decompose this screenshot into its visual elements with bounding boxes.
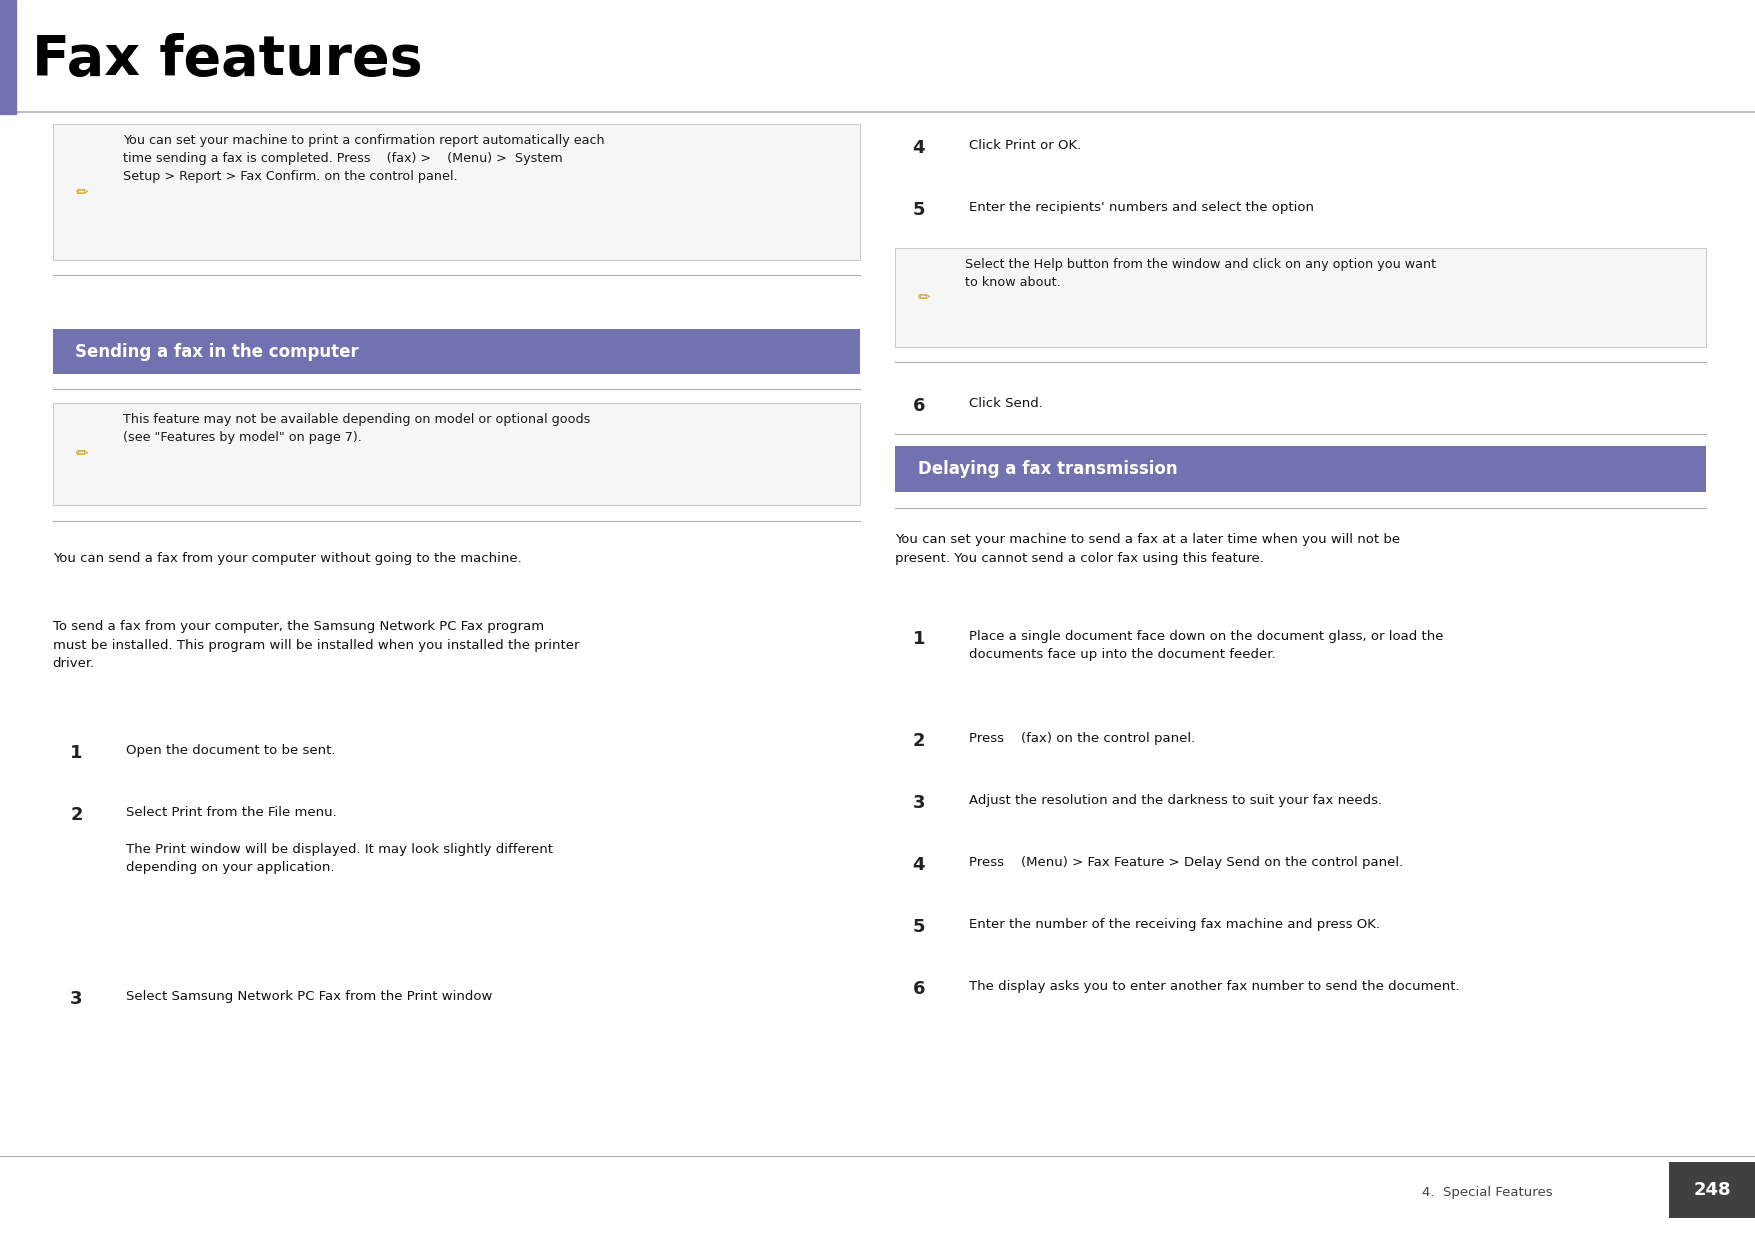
Text: 4.  Special Features: 4. Special Features	[1422, 1187, 1551, 1199]
Text: 2: 2	[913, 732, 925, 750]
Text: Enter the number of the receiving fax machine and press OK.: Enter the number of the receiving fax ma…	[969, 918, 1379, 930]
Text: Delaying a fax transmission: Delaying a fax transmission	[918, 460, 1178, 479]
Text: This feature may not be available depending on model or optional goods
(see "Fea: This feature may not be available depend…	[123, 413, 590, 444]
Text: Enter the recipients' numbers and select the option: Enter the recipients' numbers and select…	[969, 201, 1314, 213]
Text: To send a fax from your computer, the Samsung Network PC Fax program
must be ins: To send a fax from your computer, the Sa…	[53, 620, 579, 670]
Text: Adjust the resolution and the darkness to suit your fax needs.: Adjust the resolution and the darkness t…	[969, 794, 1381, 806]
Bar	[0, 0, 16, 114]
Text: You can send a fax from your computer without going to the machine.: You can send a fax from your computer wi…	[53, 552, 521, 564]
Text: ✏: ✏	[75, 185, 88, 200]
Text: 5: 5	[913, 918, 925, 936]
Text: 5: 5	[913, 201, 925, 219]
Text: Fax features: Fax features	[32, 32, 423, 87]
Text: Place a single document face down on the document glass, or load the
documents f: Place a single document face down on the…	[969, 630, 1443, 661]
Bar	[53, 329, 860, 374]
Text: 4: 4	[913, 856, 925, 874]
Text: ✏: ✏	[75, 446, 88, 461]
Text: Select Samsung Network PC Fax from the Print window: Select Samsung Network PC Fax from the P…	[126, 990, 493, 1002]
Text: 3: 3	[70, 990, 82, 1008]
Text: You can set your machine to send a fax at a later time when you will not be
pres: You can set your machine to send a fax a…	[895, 533, 1400, 564]
Text: 248: 248	[1694, 1182, 1730, 1199]
Text: Sending a fax in the computer: Sending a fax in the computer	[75, 342, 360, 361]
Text: Press    (fax) on the control panel.: Press (fax) on the control panel.	[969, 732, 1195, 744]
Text: 6: 6	[913, 397, 925, 415]
Bar	[1669, 1162, 1755, 1218]
Bar	[53, 403, 860, 505]
Bar	[895, 248, 1706, 347]
Text: 1: 1	[913, 630, 925, 649]
Bar	[53, 124, 860, 260]
Text: Click Print or OK.: Click Print or OK.	[969, 139, 1081, 151]
Bar	[895, 446, 1706, 492]
Text: Select Print from the File menu.

The Print window will be displayed. It may loo: Select Print from the File menu. The Pri…	[126, 806, 553, 874]
Text: The display asks you to enter another fax number to send the document.: The display asks you to enter another fa…	[969, 980, 1460, 992]
Text: Open the document to be sent.: Open the document to be sent.	[126, 744, 335, 756]
Text: Press    (Menu) > Fax Feature > Delay Send on the control panel.: Press (Menu) > Fax Feature > Delay Send …	[969, 856, 1402, 868]
Text: 3: 3	[913, 794, 925, 812]
Text: Click Send.: Click Send.	[969, 397, 1042, 409]
Text: 1: 1	[70, 744, 82, 763]
Text: You can set your machine to print a confirmation report automatically each
time : You can set your machine to print a conf…	[123, 134, 604, 184]
Text: 6: 6	[913, 980, 925, 998]
Text: 2: 2	[70, 806, 82, 825]
Text: Select the Help button from the window and click on any option you want
to know : Select the Help button from the window a…	[965, 258, 1436, 289]
Text: 4: 4	[913, 139, 925, 157]
Text: ✏: ✏	[918, 290, 930, 305]
